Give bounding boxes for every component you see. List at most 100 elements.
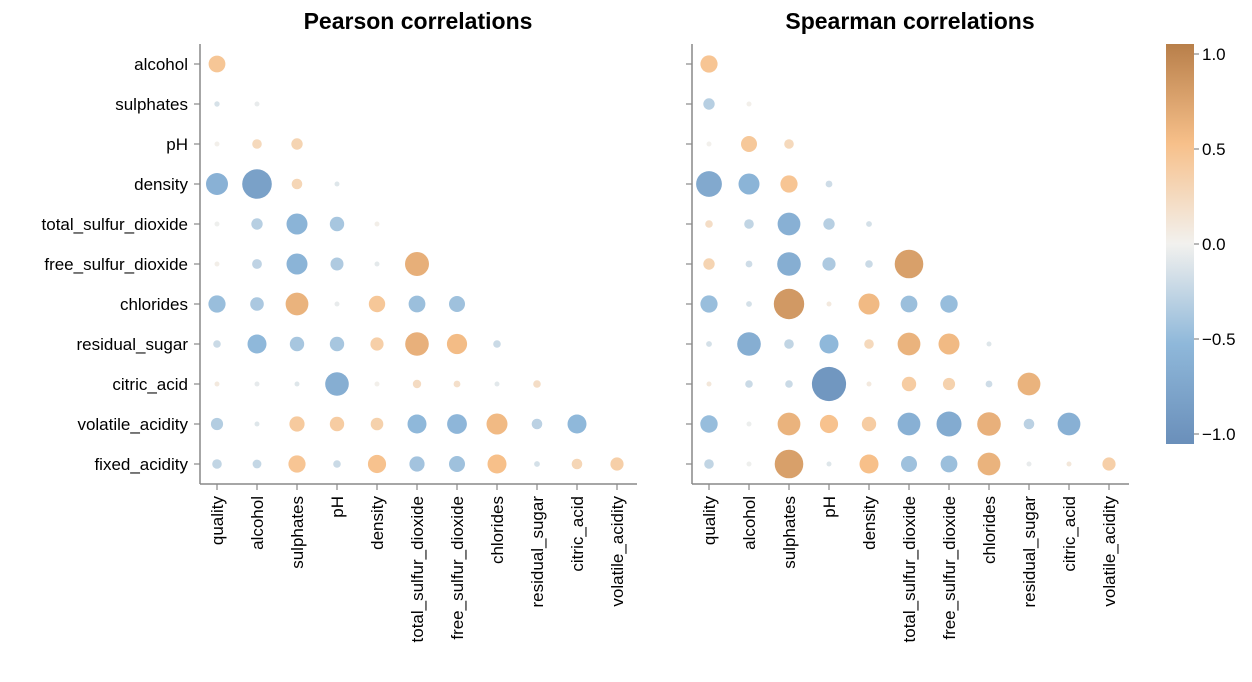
correlation-point — [214, 141, 220, 147]
pearson-title: Pearson correlations — [304, 8, 533, 34]
y-tick-label: volatile_acidity — [77, 415, 188, 434]
correlation-point — [254, 421, 260, 427]
correlation-point — [409, 456, 425, 472]
x-tick-label: citric_acid — [1060, 496, 1079, 572]
correlation-point — [858, 293, 880, 315]
correlation-point — [823, 218, 835, 230]
correlation-point — [370, 417, 384, 431]
correlation-point — [453, 380, 461, 388]
correlation-point — [206, 173, 228, 195]
correlation-point — [486, 413, 508, 435]
correlation-point — [811, 366, 847, 402]
correlation-point — [571, 458, 583, 470]
correlation-point — [703, 258, 715, 270]
correlation-point — [285, 292, 309, 316]
correlation-point — [819, 414, 839, 434]
y-tick-label: alcohol — [134, 55, 188, 74]
color-legend: 1.0 0.5 0.0 −0.5 −1.0 — [1166, 44, 1236, 444]
correlation-point — [785, 380, 793, 388]
correlation-point — [894, 249, 924, 279]
correlation-point — [370, 337, 384, 351]
correlation-point — [1066, 461, 1072, 467]
y-tick-label: citric_acid — [112, 375, 188, 394]
correlation-point — [866, 221, 872, 227]
correlation-point — [213, 340, 221, 348]
correlation-point — [819, 334, 839, 354]
correlation-point — [208, 55, 226, 73]
legend-tick-label: 0.0 — [1202, 235, 1226, 254]
correlation-point — [977, 412, 1001, 436]
correlation-point — [408, 295, 426, 313]
correlation-point — [940, 295, 958, 313]
correlation-point — [826, 461, 832, 467]
legend-colorbar — [1166, 44, 1194, 444]
correlation-point — [741, 136, 757, 152]
spearman-panel: Spearman correlations quality alcohol sulp… — [686, 8, 1129, 642]
correlation-point — [696, 171, 722, 197]
x-tick-label: free_sulfur_dioxide — [448, 496, 467, 640]
correlation-point — [449, 456, 465, 472]
correlation-point — [706, 341, 712, 347]
correlation-point — [329, 416, 345, 432]
correlation-point — [251, 218, 263, 230]
correlation-point — [774, 449, 804, 479]
correlation-point — [254, 101, 260, 107]
correlation-point — [746, 101, 752, 107]
y-tick-label: free_sulfur_dioxide — [44, 255, 188, 274]
correlation-point — [703, 98, 715, 110]
correlation-point — [252, 259, 262, 269]
correlation-point — [214, 101, 220, 107]
x-tick-label: volatile_acidity — [1100, 496, 1119, 607]
legend-tick-label: −0.5 — [1202, 330, 1236, 349]
y-tick-label: density — [134, 175, 188, 194]
correlation-point — [247, 334, 267, 354]
correlation-point — [705, 220, 713, 228]
correlation-point — [940, 455, 958, 473]
correlation-point — [1017, 372, 1041, 396]
x-tick-label: alcohol — [248, 496, 267, 550]
x-tick-label: quality — [700, 496, 719, 546]
correlation-point — [746, 301, 752, 307]
correlation-point — [289, 416, 305, 432]
correlation-point — [289, 336, 305, 352]
x-tick-label: free_sulfur_dioxide — [940, 496, 959, 640]
x-tick-label: density — [860, 496, 879, 550]
correlation-point — [294, 381, 300, 387]
y-tick-label: total_sulfur_dioxide — [42, 215, 188, 234]
correlation-point — [494, 381, 500, 387]
y-tick-label: residual_sugar — [76, 335, 188, 354]
correlation-point — [859, 454, 879, 474]
correlation-point — [745, 380, 753, 388]
y-tick-label: chlorides — [120, 295, 188, 314]
y-tick-label: sulphates — [115, 95, 188, 114]
correlation-point — [333, 460, 341, 468]
x-tick-label: total_sulfur_dioxide — [900, 496, 919, 642]
correlation-point — [986, 341, 992, 347]
correlation-point — [861, 416, 877, 432]
correlation-point — [746, 421, 752, 427]
y-tick-label: pH — [166, 135, 188, 154]
correlation-point — [780, 175, 798, 193]
correlation-point — [826, 301, 832, 307]
correlation-point — [374, 381, 380, 387]
x-tick-label: chlorides — [488, 496, 507, 564]
correlation-point — [214, 381, 220, 387]
correlation-point — [784, 139, 794, 149]
correlation-point — [777, 212, 801, 236]
correlation-point — [288, 455, 306, 473]
correlation-point — [412, 379, 422, 389]
legend-tick-label: −1.0 — [1202, 425, 1236, 444]
correlation-point — [487, 454, 507, 474]
correlation-point — [1057, 412, 1081, 436]
correlation-point — [250, 297, 264, 311]
correlation-point — [329, 336, 345, 352]
correlation-point — [825, 180, 833, 188]
correlation-point — [533, 380, 541, 388]
correlation-point — [706, 381, 712, 387]
correlation-point — [784, 339, 794, 349]
correlation-point — [446, 333, 468, 355]
correlation-point — [291, 178, 303, 190]
correlation-point — [407, 414, 427, 434]
correlation-point — [700, 295, 718, 313]
correlation-point — [214, 221, 220, 227]
